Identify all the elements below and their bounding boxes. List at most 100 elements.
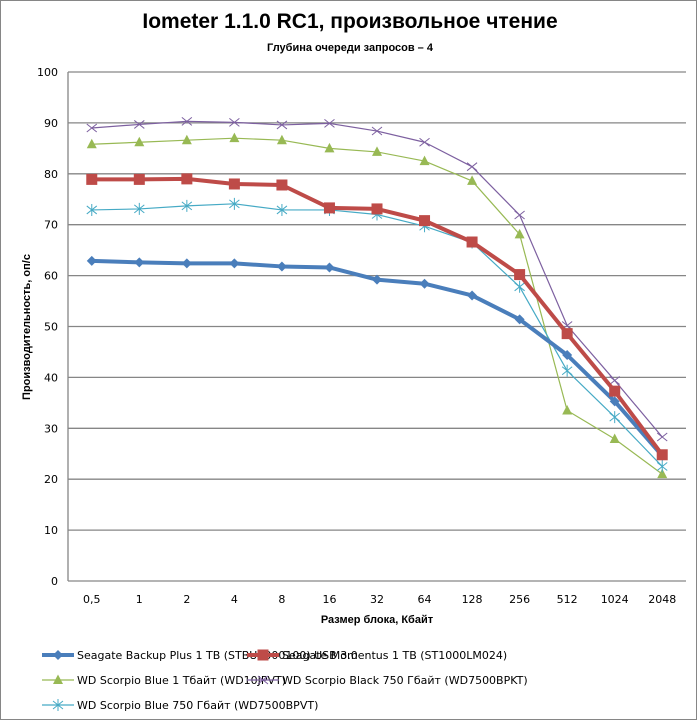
point-marker [276, 134, 287, 145]
legend-label: WD Scorpio Blue 1 Тбайт (WD10JPVT) [77, 674, 286, 687]
point-marker [52, 699, 64, 711]
marker-stroke [181, 199, 193, 212]
legend-item: WD Scorpio Blue 750 Гбайт (WD7500BPVT) [42, 699, 318, 712]
point-marker [276, 179, 288, 191]
y-tick-label: 70 [44, 219, 58, 232]
x-tick-label: 256 [509, 593, 530, 606]
point-marker [86, 138, 97, 149]
point-marker [86, 123, 98, 133]
point-marker [466, 162, 478, 172]
series-4 [86, 197, 668, 473]
series-3 [86, 116, 668, 442]
marker-stroke [514, 210, 525, 220]
point-marker [53, 650, 63, 660]
series-line [91, 137, 663, 475]
y-tick-label: 10 [44, 524, 58, 537]
point-marker [323, 202, 335, 214]
series-layer [86, 116, 668, 479]
marker-stroke [229, 197, 240, 210]
point-marker [276, 261, 287, 272]
x-tick-label: 64 [418, 593, 432, 606]
point-marker [276, 203, 288, 216]
point-marker [134, 136, 145, 147]
marker-stroke [133, 120, 145, 129]
x-tick-label: 512 [557, 593, 578, 606]
legend-label: WD Scorpio Blue 750 Гбайт (WD7500BPVT) [77, 699, 318, 712]
x-tick-label: 16 [322, 593, 336, 606]
marker-stroke [609, 376, 621, 385]
point-marker [561, 364, 573, 377]
y-tick-labels: 0 10 20 30 40 50 60 70 80 90 100 [37, 66, 58, 588]
legend-item: Seagate Backup Plus 1 TB (STBU1000100) U… [42, 649, 358, 662]
point-marker [419, 215, 431, 227]
y-tick-label: 40 [44, 371, 58, 384]
x-tick-label: 2048 [648, 593, 676, 606]
x-tick-label: 2 [183, 593, 190, 606]
marker-stroke [276, 120, 288, 130]
point-marker [609, 396, 620, 407]
marker-stroke [257, 675, 269, 685]
y-axis-title: Производительность, оп/с [21, 254, 33, 400]
marker-stroke [52, 699, 64, 711]
point-marker [609, 385, 621, 397]
point-marker [181, 258, 192, 269]
series-line [91, 258, 664, 458]
x-tick-labels: 0,5 1 2 4 8 16 32 64 128 256 512 1024 2048 [83, 593, 676, 606]
point-marker [276, 120, 288, 130]
point-marker [562, 404, 573, 415]
point-marker [86, 255, 97, 266]
x-tick-label: 0,5 [83, 593, 101, 606]
marker-stroke [656, 460, 668, 473]
point-marker [419, 137, 430, 147]
point-marker [53, 674, 63, 684]
point-marker [609, 411, 621, 424]
point-marker [181, 134, 192, 145]
x-tick-label: 1024 [601, 593, 629, 606]
point-marker [561, 328, 573, 340]
point-marker [181, 116, 193, 126]
point-marker [514, 228, 525, 239]
marker-stroke [133, 202, 145, 215]
legend-label: Seagate Backup Plus 1 TB (STBU1000100) U… [77, 649, 358, 662]
point-marker [467, 175, 478, 185]
series-1 [86, 173, 668, 461]
gridlines [68, 71, 686, 531]
marker-stroke [86, 203, 98, 216]
point-marker [257, 675, 269, 685]
point-marker [324, 142, 335, 153]
point-marker [229, 258, 240, 269]
point-marker [133, 120, 145, 129]
series-0 [86, 255, 668, 461]
x-tick-label: 32 [370, 593, 384, 606]
x-tick-label: 128 [462, 593, 483, 606]
point-marker [181, 199, 193, 212]
marker-stroke [609, 411, 621, 424]
point-marker [181, 173, 193, 185]
point-marker [86, 203, 98, 216]
x-tick-label: 4 [231, 593, 238, 606]
point-marker [371, 126, 383, 136]
legend-item: Seagate Momentus 1 TB (ST1000LM024) [247, 649, 507, 662]
series-line [91, 203, 663, 467]
marker-stroke [656, 432, 668, 442]
point-marker [229, 118, 240, 127]
marker-stroke [324, 119, 335, 128]
point-marker [514, 210, 525, 220]
point-marker [371, 203, 383, 215]
y-tick-label: 30 [44, 422, 58, 435]
y-tick-label: 0 [51, 575, 58, 588]
legend-label: WD Scorpio Black 750 Гбайт (WD7500BPKT) [282, 674, 528, 687]
marker-stroke [419, 137, 430, 147]
y-tick-label: 80 [44, 168, 58, 181]
point-marker [133, 173, 145, 185]
y-tick-label: 90 [44, 117, 58, 130]
marker-stroke [276, 203, 288, 216]
marker-stroke [561, 364, 573, 377]
legend-item: WD Scorpio Blue 1 Тбайт (WD10JPVT) [42, 674, 286, 687]
point-marker [609, 433, 620, 443]
marker-stroke [86, 123, 98, 133]
point-marker [656, 449, 668, 461]
point-marker [514, 314, 525, 325]
